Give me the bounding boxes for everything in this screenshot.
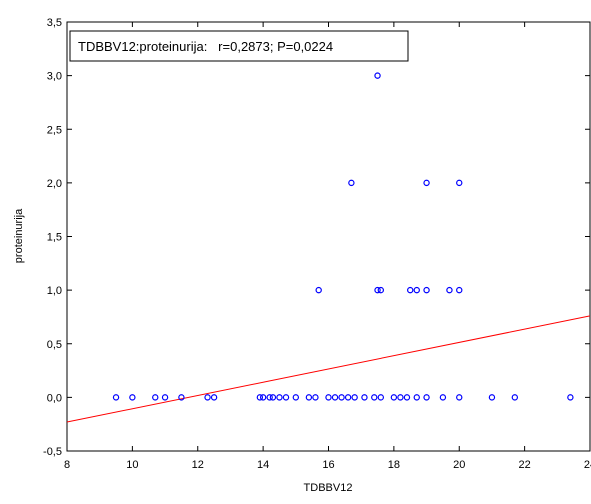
data-point <box>423 394 430 401</box>
annotation-frame <box>69 30 409 62</box>
data-point <box>374 72 381 79</box>
data-points <box>112 72 574 401</box>
data-point <box>305 394 313 401</box>
data-point <box>377 394 384 401</box>
x-tick-label: 20 <box>453 459 465 471</box>
annotation-box: TDBBV12:proteinurija: r=0,2873; P=0,0224 <box>69 30 409 62</box>
data-point <box>325 394 332 401</box>
data-point <box>210 394 218 401</box>
regression-line <box>66 315 591 423</box>
axis-tick-labels: 8 10 12 14 16 18 20 22 24 -0,5 0,0 0,5 1,0 1,5 2,0 2,5 3… <box>43 17 591 471</box>
y-tick-label: 2,5 <box>47 124 62 136</box>
data-point <box>269 394 277 401</box>
data-point <box>292 394 300 401</box>
data-point <box>488 394 496 401</box>
data-point <box>331 394 339 401</box>
data-point <box>161 394 169 401</box>
data-point <box>374 286 381 294</box>
x-tick-label: 22 <box>519 459 531 471</box>
data-point <box>344 394 352 401</box>
data-point <box>312 394 319 401</box>
plot-frame <box>66 21 591 452</box>
data-point <box>112 394 120 401</box>
data-point <box>413 394 420 401</box>
data-point <box>276 394 283 401</box>
y-tick-label: 3,0 <box>47 71 62 83</box>
y-tick-label: 3,5 <box>47 17 62 29</box>
data-point <box>407 286 414 294</box>
x-axis-title: TDBBV12 <box>304 482 353 494</box>
data-point <box>456 286 463 294</box>
axis-ticks <box>66 21 591 452</box>
data-point <box>390 394 398 401</box>
data-point <box>338 394 345 401</box>
data-point <box>315 286 322 294</box>
x-tick-label: 18 <box>388 459 400 471</box>
data-point <box>204 394 211 401</box>
y-tick-label: 0,0 <box>47 392 62 404</box>
x-tick-label: 12 <box>192 459 204 471</box>
data-point <box>361 394 368 401</box>
x-tick-label: 8 <box>64 459 70 471</box>
data-point <box>567 394 574 401</box>
data-point <box>413 286 420 294</box>
data-point <box>439 394 447 401</box>
data-point <box>397 394 404 401</box>
x-tick-label: 14 <box>257 459 269 471</box>
data-point <box>282 394 290 401</box>
data-point <box>348 179 355 187</box>
x-tick-label: 10 <box>126 459 138 471</box>
y-tick-label: 0,5 <box>47 339 62 351</box>
data-point <box>371 394 378 401</box>
data-point <box>456 179 463 187</box>
data-point <box>423 286 430 294</box>
data-point <box>266 394 273 401</box>
data-point <box>259 394 267 401</box>
data-point <box>446 286 453 294</box>
data-point <box>423 179 430 187</box>
x-tick-label: 16 <box>322 459 334 471</box>
y-tick-label: 2,0 <box>47 178 62 190</box>
x-tick-label: 24 <box>584 459 591 471</box>
data-point <box>456 394 463 401</box>
y-axis-title: proteinurija <box>13 208 25 263</box>
y-tick-label: 1,5 <box>47 232 62 244</box>
y-tick-label: 1,0 <box>47 285 62 297</box>
data-point <box>351 394 358 401</box>
data-point <box>403 394 411 401</box>
data-point <box>511 394 519 401</box>
data-point <box>152 394 159 401</box>
data-point <box>178 394 185 401</box>
data-point <box>256 394 264 401</box>
y-tick-label: -0,5 <box>43 446 62 458</box>
data-point <box>377 286 384 294</box>
data-point <box>129 394 136 401</box>
annotation-text: TDBBV12:proteinurija: r=0,2873; P=0,0224 <box>78 39 333 54</box>
